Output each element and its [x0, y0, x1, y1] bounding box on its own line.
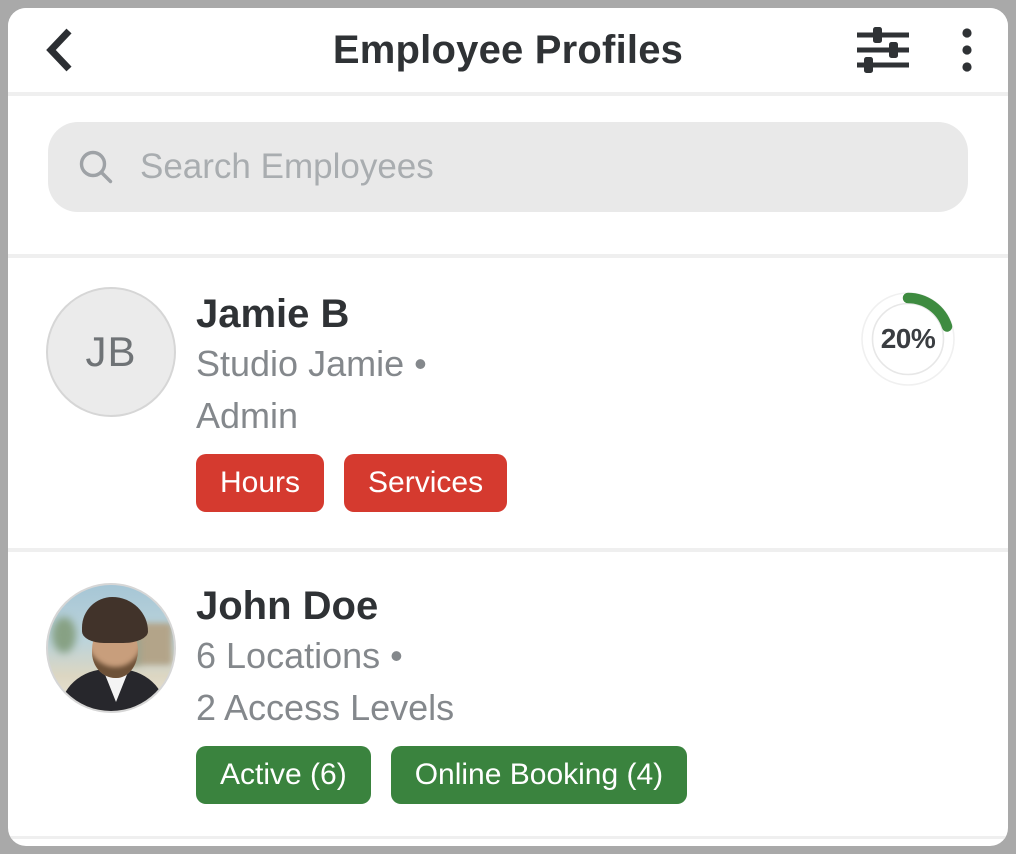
active-badge[interactable]: Active (6): [196, 746, 371, 804]
employee-info: John Doe 6 Locations • 2 Access Levels A…: [196, 582, 688, 804]
hours-badge[interactable]: Hours: [196, 454, 325, 512]
badge-row: Active (6) Online Booking (4): [196, 746, 688, 804]
employee-profiles-screen: Employee Profiles: [8, 8, 1008, 846]
employee-subtitle-line1: Studio Jamie •: [196, 343, 427, 384]
services-badge[interactable]: Services: [344, 454, 508, 512]
search-divider: [8, 254, 1008, 258]
john-doe-photo-avatar: [46, 583, 176, 713]
overflow-menu-button[interactable]: [958, 24, 976, 76]
sliders-icon: [857, 27, 909, 73]
progress-percent-label: 20%: [880, 323, 936, 354]
employee-info: Jamie B Studio Jamie • Admin Hours Servi…: [196, 290, 508, 512]
search-icon: [79, 150, 113, 184]
row-divider: [8, 548, 1008, 552]
avatar-initials-text: JB: [85, 328, 137, 375]
employee-name: John Doe: [196, 584, 379, 628]
kebab-menu-icon: [962, 28, 972, 72]
profile-completion-ring: 20%: [860, 291, 956, 387]
search-input[interactable]: [138, 146, 938, 188]
back-button[interactable]: [44, 20, 100, 80]
page-title: Employee Profiles: [332, 27, 684, 72]
header-actions: [852, 8, 976, 92]
filter-button[interactable]: [852, 22, 914, 78]
photo-hair: [82, 597, 148, 643]
employee-name: Jamie B: [196, 292, 350, 336]
chevron-left-icon: [46, 28, 72, 72]
progress-ring-svg: [861, 292, 955, 386]
employee-row-jamie-b[interactable]: JB Jamie B Studio Jamie • Admin Hours Se…: [8, 258, 1008, 548]
avatar-initials: JB: [46, 287, 176, 417]
employee-subtitle-line2: Admin: [196, 395, 299, 436]
online-booking-badge[interactable]: Online Booking (4): [390, 746, 688, 804]
badge-row: Hours Services: [196, 454, 508, 512]
employee-subtitle-line2: 2 Access Levels: [196, 687, 455, 728]
photo-background-tree: [52, 617, 76, 653]
bottom-divider: [8, 836, 1008, 839]
employee-subtitle-line1: 6 Locations •: [196, 635, 403, 676]
search-bar[interactable]: [48, 122, 968, 212]
header-divider: [8, 92, 1008, 96]
employee-row-john-doe[interactable]: John Doe 6 Locations • 2 Access Levels A…: [8, 552, 1008, 836]
header: Employee Profiles: [8, 8, 1008, 92]
